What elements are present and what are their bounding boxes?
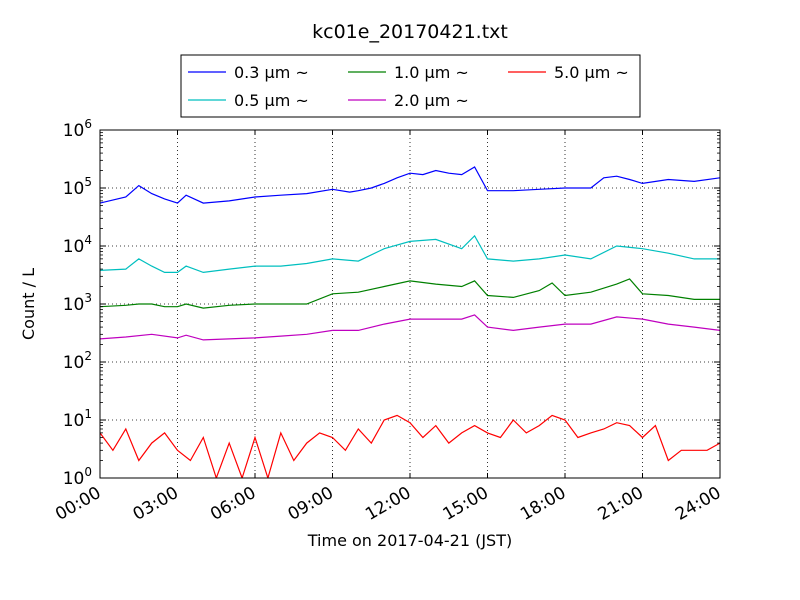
x-tick-label: 00:00 [52,483,104,525]
legend-label: 0.5 μm ~ [234,91,309,110]
y-tick-label: 105 [63,175,92,199]
y-tick-label: 101 [63,407,92,431]
series-lines [100,166,720,478]
legend: 0.3 μm ~ 0.5 μm ~ 1.0 μm ~ 2.0 μm ~ 5.0 μm ~ [180,54,641,118]
series-line-4 [100,314,720,341]
x-tick-label: 18:00 [517,483,569,525]
y-tick-label: 100 [63,465,92,489]
legend-label: 5.0 μm ~ [554,63,629,82]
y-tick-label: 102 [63,349,92,373]
legend-box [180,54,641,118]
x-tick-label: 15:00 [440,483,492,525]
legend-label: 1.0 μm ~ [394,63,469,82]
x-tick-label: 09:00 [285,483,337,525]
y-tick-label: 103 [63,291,92,315]
series-line-1 [100,166,720,204]
grid [100,130,720,478]
legend-label: 0.3 μm ~ [234,63,309,82]
y-axis-label: Count / L [19,268,38,340]
series-line-3 [100,278,720,309]
legend-label: 2.0 μm ~ [394,91,469,110]
chart-title: kc01e_20170421.txt [312,21,508,43]
x-tick-label: 24:00 [672,483,724,525]
series-line-2 [100,234,720,274]
y-tick-label: 106 [63,117,92,141]
x-tick-label: 12:00 [362,483,414,525]
y-tick-label: 104 [63,233,92,257]
x-tick-label: 21:00 [595,483,647,525]
series-line-5 [100,414,720,478]
x-tick-label: 03:00 [130,483,182,525]
x-tick-label: 06:00 [207,483,259,525]
x-axis-label: Time on 2017-04-21 (JST) [307,531,512,550]
